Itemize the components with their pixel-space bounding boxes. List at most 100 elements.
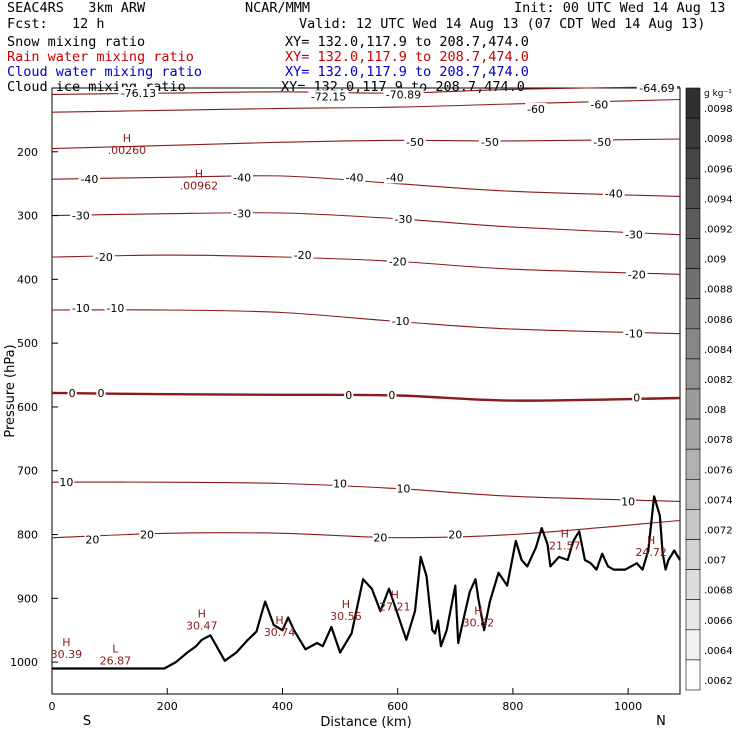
colorbar-segment — [685, 328, 701, 360]
contour-line-minus40 — [51, 175, 681, 197]
contour-label-bg — [308, 90, 349, 103]
contour-label: -40 — [80, 173, 98, 186]
fcst-label: Fcst: 12 h — [7, 16, 105, 32]
extremum-value: 30.74 — [264, 626, 296, 639]
contour-label-bg — [344, 388, 354, 401]
extremum-marker: L — [112, 643, 119, 656]
north-end-label: N — [656, 714, 666, 729]
contour-label: 0 — [388, 389, 395, 402]
contour-label: -64.69 — [639, 82, 674, 95]
extremum-value: 21.57 — [549, 540, 581, 553]
colorbar-segment — [685, 178, 701, 209]
colorbar-tick-label: .0072 — [704, 525, 733, 536]
contour-label: -72.15 — [311, 90, 346, 103]
south-end-label: S — [83, 714, 91, 729]
contour-label: 10 — [396, 483, 410, 496]
extremum-marker: H — [391, 588, 399, 601]
contour-label: -40 — [345, 171, 363, 184]
contour-label-bg — [387, 388, 397, 401]
legend-cloudwater-xy: XY= 132.0,117.9 to 208.7,474.0 — [285, 64, 529, 80]
y-tick-label: 800 — [17, 529, 38, 542]
x-tick-label: 0 — [49, 700, 56, 713]
colorbar-tick-label: .0064 — [704, 646, 733, 657]
colorbar-segment — [685, 358, 701, 390]
contour-line-minus60 — [51, 98, 681, 113]
contour-line-minus10 — [51, 309, 681, 335]
colorbar-segment — [685, 569, 701, 600]
legend-rain-xy: XY= 132.0,117.9 to 208.7,474.0 — [285, 49, 529, 65]
contour-label-bg — [602, 187, 625, 200]
contour-label: -20 — [294, 249, 312, 262]
contour-label-bg — [343, 171, 366, 184]
contour-label-bg — [479, 136, 501, 149]
contour-label-bg — [96, 386, 106, 399]
contour-label-bg — [70, 302, 92, 315]
extremum-value: .00260 — [108, 144, 147, 157]
extremum-value: 30.39 — [51, 648, 83, 661]
contour-line-0 — [51, 391, 681, 402]
contour-label: -76.13 — [121, 87, 156, 100]
y-axis-label: Pressure (hPa) — [3, 344, 18, 437]
extremum-value: 24.72 — [635, 546, 667, 559]
y-tick-label: 1000 — [10, 656, 38, 669]
colorbar-tick-label: .007 — [704, 556, 726, 567]
colorbar-tick-label: .0098 — [704, 134, 733, 145]
contour-label-bg — [623, 228, 645, 241]
contour-label: -40 — [386, 171, 404, 184]
contour-label: -60 — [590, 99, 608, 112]
legend-cloudwater-name: Cloud water mixing ratio — [7, 64, 203, 80]
contour-label-bg — [588, 98, 611, 111]
contour-label: -30 — [72, 210, 90, 223]
colorbar-tick-label: .0066 — [704, 616, 733, 627]
contour-label-bg — [386, 255, 409, 268]
x-tick-label: 600 — [387, 700, 408, 713]
extremum-value: 26.87 — [100, 655, 132, 668]
contour-label: 20 — [85, 534, 99, 547]
contour-label: -10 — [392, 315, 410, 328]
colorbar-segment — [685, 478, 701, 510]
init-label: Init: 00 UTC Wed 14 Aug 13 — [514, 0, 726, 16]
contour-label-bg — [93, 251, 115, 264]
colorbar-tick-label: .0062 — [704, 676, 733, 687]
contour-label: -70.89 — [386, 88, 421, 101]
contour-label-bg — [384, 171, 406, 184]
colorbar-tick-label: .008 — [704, 405, 726, 416]
contour-label: -30 — [233, 208, 251, 221]
colorbar-tick-label: .0098 — [704, 104, 733, 115]
extremum-value: 30.56 — [330, 610, 362, 623]
colorbar-segment — [685, 388, 701, 420]
legend-snow-name: Snow mixing ratio — [7, 34, 146, 50]
contour-label: -40 — [605, 187, 623, 200]
colorbar-tick-label: .0078 — [704, 435, 733, 446]
colorbar-segment — [685, 238, 701, 269]
contour-label: 10 — [621, 495, 635, 508]
contour-label: 0 — [633, 391, 640, 404]
x-tick-label: 200 — [157, 700, 178, 713]
contour-label: 0 — [345, 389, 352, 402]
y-tick-label: 900 — [17, 592, 38, 605]
extremum-marker: H — [342, 598, 350, 611]
center-label: NCAR/MMM — [245, 0, 311, 16]
contour-label: 0 — [97, 387, 104, 400]
contour-label-bg — [118, 87, 159, 100]
colorbar-segment — [685, 599, 701, 631]
contour-label-bg — [383, 88, 424, 101]
colorbar-tick-label: .0076 — [704, 465, 733, 476]
contour-line-minus20 — [51, 254, 681, 275]
legend-snow-xy: XY= 132.0,117.9 to 208.7,474.0 — [285, 34, 529, 50]
extremum-value: 27.21 — [379, 600, 411, 613]
x-tick-label: 1000 — [614, 700, 642, 713]
colorbar-tick-label: .0096 — [704, 164, 733, 175]
contour-label: -50 — [593, 136, 611, 149]
contour-label: 10 — [59, 476, 73, 489]
contour-label-bg — [389, 314, 412, 327]
colorbar-tick-label: .0084 — [704, 345, 733, 356]
colorbar-segment — [685, 147, 701, 179]
contour-label-bg — [620, 495, 636, 508]
contour-label-bg — [625, 268, 648, 281]
extremum-marker: H — [198, 607, 206, 620]
colorbar-tick-label: .0068 — [704, 586, 733, 597]
colorbar-tick-label: .0082 — [704, 375, 733, 386]
contour-label: -50 — [481, 136, 499, 149]
colorbar-segment — [685, 509, 701, 540]
